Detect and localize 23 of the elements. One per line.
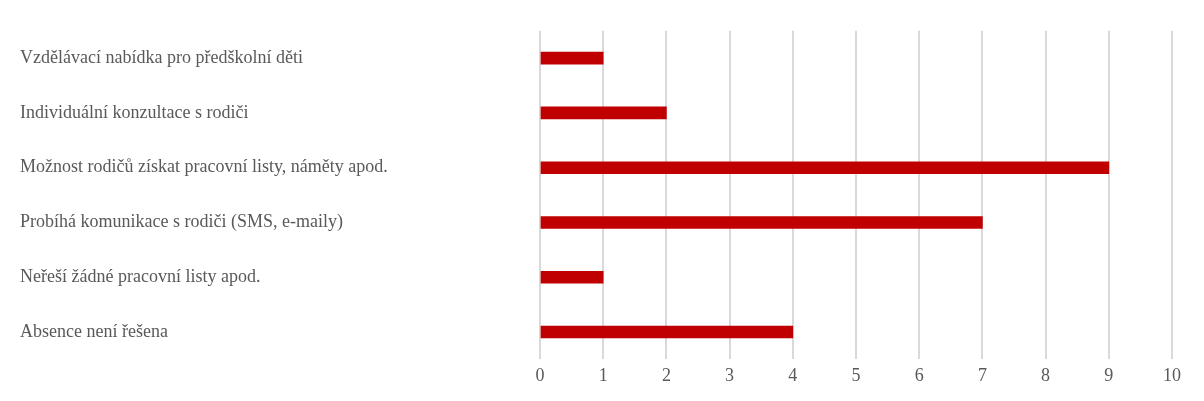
x-tick-label: 2: [661, 364, 671, 385]
x-tick-label: 0: [535, 364, 545, 385]
x-tick-label: 7: [977, 364, 987, 385]
bar: [540, 325, 794, 339]
y-tick-label: Absence není řešena: [20, 320, 168, 341]
bar: [540, 51, 604, 65]
x-tick-label: 10: [1163, 364, 1181, 385]
x-tick-label: 4: [788, 364, 798, 385]
x-tick-label: 5: [851, 364, 861, 385]
y-tick-label: Probíhá komunikace s rodiči (SMS, e-maily): [20, 211, 343, 233]
bar: [540, 106, 667, 120]
bar: [540, 216, 983, 229]
y-tick-label: Vzdělávací nabídka pro předškolní děti: [20, 46, 303, 67]
x-tick-label: 6: [914, 364, 924, 385]
y-tick-label: Neřeší žádné pracovní listy apod.: [20, 265, 261, 286]
x-tick-label: 3: [725, 364, 735, 385]
y-tick-label: Možnost rodičů získat pracovní listy, náměty apod.: [20, 156, 388, 177]
x-tick-label: 8: [1041, 364, 1051, 385]
bar: [540, 161, 1110, 175]
x-tick-label: 9: [1104, 364, 1114, 385]
y-tick-label: Individuální konzultace s rodiči: [20, 101, 249, 122]
x-tick-label: 1: [598, 364, 608, 385]
bar: [540, 270, 604, 284]
